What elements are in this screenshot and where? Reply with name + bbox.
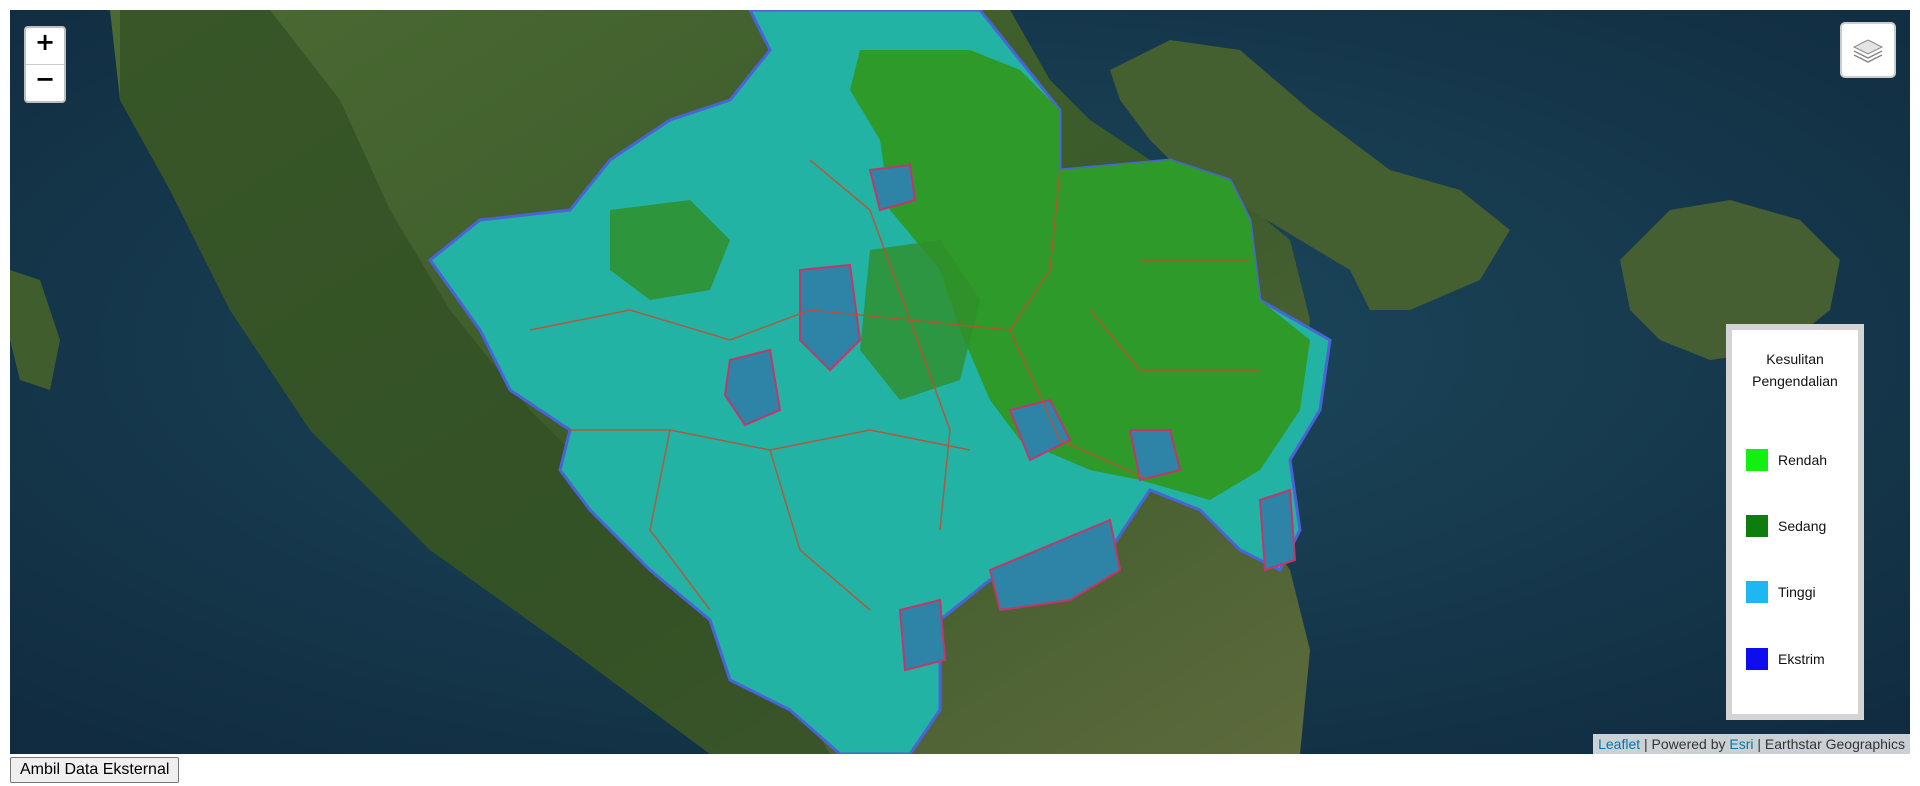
legend-item-label: Sedang [1778,518,1827,534]
belitung-island [1620,200,1840,360]
legend-title-line2: Pengendalian [1752,373,1838,389]
region-sedang [850,50,1310,500]
bangka-island [1110,40,1510,310]
legend-item-rendah: Rendah [1746,448,1827,472]
legend-swatch [1746,449,1768,471]
esri-link[interactable]: Esri [1729,736,1754,752]
attribution-bar: Leaflet | Powered by Esri | Earthstar Ge… [1593,734,1910,754]
legend-panel: Kesulitan Pengendalian Rendah Sedang Tin… [1726,324,1864,720]
legend-item-label: Ekstrim [1778,651,1825,667]
zoom-in-button[interactable]: + [34,28,56,56]
layers-stack-icon [1852,39,1884,63]
legend-swatch [1746,648,1768,670]
legend-item-sedang: Sedang [1746,514,1826,538]
patch-sedang-mid [860,240,980,400]
legend-item-label: Tinggi [1778,584,1816,600]
small-island [10,270,60,390]
legend-item-label: Rendah [1778,452,1828,468]
satellite-basemap [10,10,1910,754]
attribution-source: | Earthstar Geographics [1753,736,1905,752]
legend-item-ekstrim: Ekstrim [1746,647,1825,671]
patch-sedang-west [610,200,730,300]
risk-patches [723,163,1297,672]
fetch-external-data-button[interactable]: Ambil Data Eksternal [10,757,180,783]
legend-swatch [1746,581,1768,603]
zoom-control: + − [24,26,66,103]
attribution-powered: | Powered by [1640,736,1730,752]
legend-swatch [1746,515,1768,537]
leaflet-link[interactable]: Leaflet [1598,736,1641,752]
map-canvas[interactable]: + − Leaflet | Powered by Esri | Earthsta… [10,10,1910,754]
district-boundaries [529,159,1260,611]
legend-title: Kesulitan Pengendalian [1732,348,1858,392]
legend-item-tinggi: Tinggi [1746,580,1816,604]
layers-button[interactable] [1840,22,1896,78]
legend-title-line1: Kesulitan [1766,351,1824,367]
zoom-out-button[interactable]: − [26,64,64,101]
